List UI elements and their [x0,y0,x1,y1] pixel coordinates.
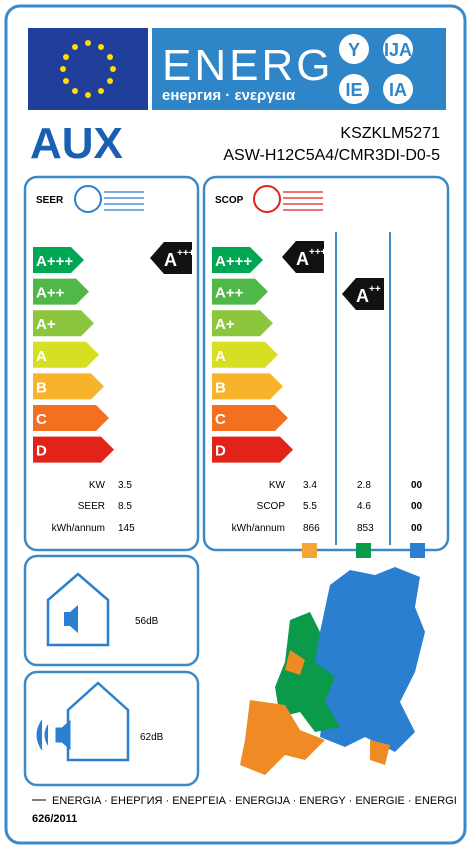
house-icon [66,681,130,762]
eu-stars [60,40,116,98]
row-value: 3.4 [303,480,317,491]
outer-border [4,4,467,845]
header-title: ENERG [162,41,333,90]
row-value: 2.8 [357,480,371,491]
rating-arrow [150,242,192,274]
class-label: A [215,348,226,365]
row-label: kWh/annum [232,523,285,534]
class-label: D [36,443,47,460]
rating-plus: +++ [177,248,195,259]
rating-letter: A [164,250,177,270]
row-value: 5.5 [303,501,317,512]
indoor-noise: 56dB [135,616,159,627]
speaker-icon [64,605,78,633]
row-value: 145 [118,523,135,534]
speaker-icon [36,719,71,751]
indoor-noise-panel [23,554,200,667]
class-label: A+++ [36,253,73,270]
class-arrow [212,247,263,273]
rating-plus: ++ [369,284,381,295]
row-value: 853 [357,523,374,534]
class-label: A++ [215,285,244,302]
class-label: D [215,443,226,460]
row-label: KW [269,480,286,491]
scop-title: SCOP [215,195,244,206]
class-arrow [33,341,99,368]
header-subtitle: енергия · ενεργεια [162,87,296,104]
row-value: 8.5 [118,501,132,512]
badge: IJA [384,40,412,60]
rating-arrow [342,278,384,310]
row-label: kWh/annum [52,523,105,534]
class-arrow [33,405,109,431]
class-arrow [33,373,104,400]
scop-panel [202,175,450,552]
row-value: 00 [411,480,423,491]
zone-swatch [356,543,371,558]
row-label: KW [89,480,106,491]
rating-letter: A [296,249,309,269]
brand: AUX [30,119,123,168]
row-label: SEER [78,501,105,512]
class-arrow [212,278,268,305]
class-label: A+ [36,316,56,333]
badge: IE [345,80,362,100]
row-label: SCOP [257,501,286,512]
class-arrow [212,310,273,337]
zone-swatch [302,543,317,558]
zone-swatch [410,543,425,558]
class-arrow [33,310,94,337]
rating-arrow [282,241,324,273]
class-arrow [212,405,288,431]
class-label: B [36,379,47,396]
model-indoor: KSZKLM5271 [340,125,440,142]
class-arrow [33,436,114,463]
class-label: C [215,411,226,428]
row-value: 3.5 [118,480,132,491]
row-value: 866 [303,523,320,534]
class-arrow [212,436,293,463]
house-icon [46,572,110,647]
europe-map [240,567,425,775]
class-arrow [33,247,84,273]
rating-plus: +++ [309,247,327,258]
header-badges: Y IJA IE IA [339,34,413,104]
row-value: 00 [411,501,423,512]
seer-title: SEER [36,195,64,206]
footer-languages: ENERGIA · ЕНЕРГИЯ · ΕΝΕΡΓΕΙΑ · ENERGIJA … [52,795,457,807]
fan-icon-heat [253,185,323,213]
badge: Y [348,40,360,60]
outdoor-noise: 62dB [140,732,164,743]
row-value: 00 [411,523,423,534]
class-label: A+ [215,316,235,333]
badge: IA [389,80,407,100]
class-label: C [36,411,47,428]
row-value: 4.6 [357,501,371,512]
class-label: B [215,379,226,396]
fan-icon-cool [74,185,144,213]
model-outdoor: ASW-H12C5A4/CMR3DI-D0-5 [223,147,440,164]
column-divider [335,232,391,545]
seer-panel [23,175,200,552]
regulation: 626/2011 [32,813,77,825]
class-label: A++ [36,285,65,302]
class-label: A+++ [215,253,252,270]
class-arrow [212,373,283,400]
rating-letter: A [356,286,369,306]
outdoor-noise-panel [23,670,200,787]
class-arrow [212,341,278,368]
class-label: A [36,348,47,365]
class-arrow [33,278,89,305]
